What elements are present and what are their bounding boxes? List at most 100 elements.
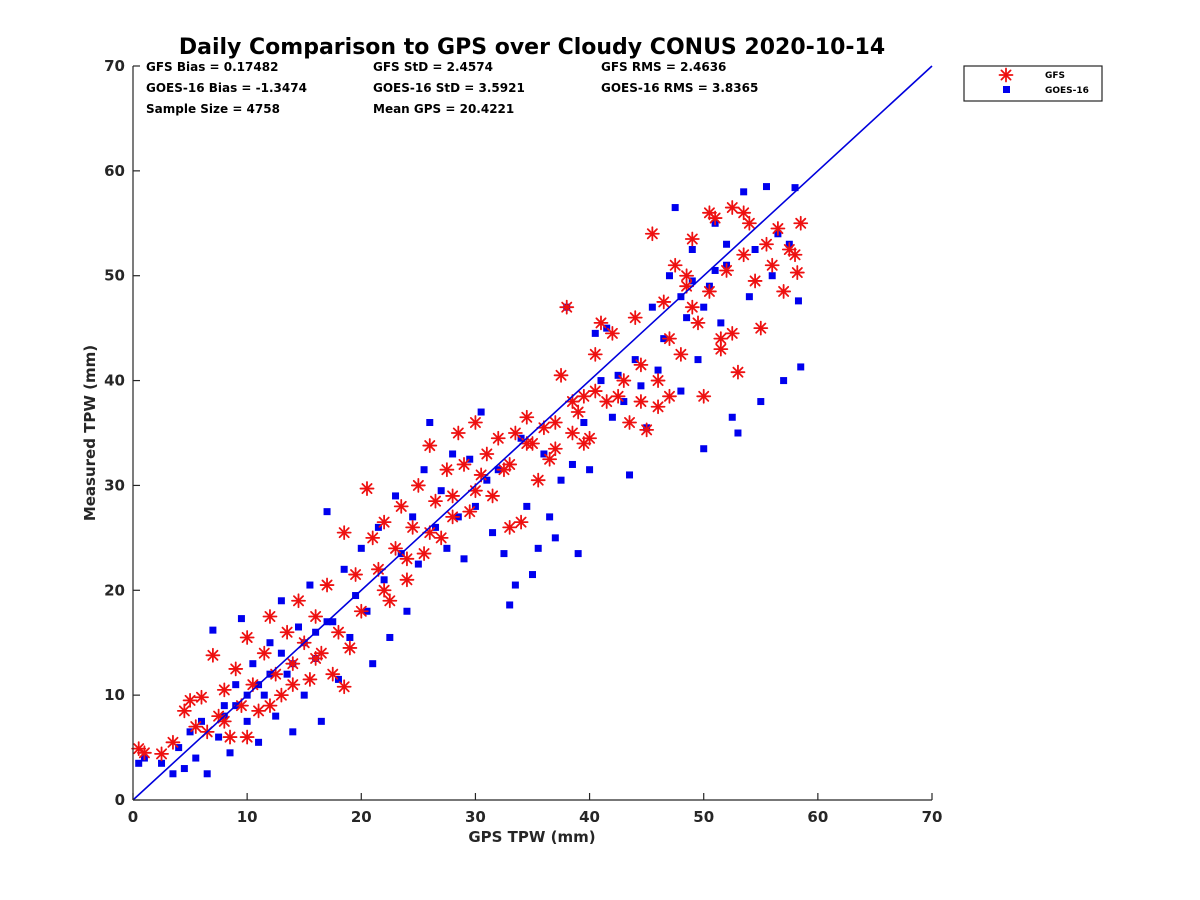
gfs-point bbox=[422, 438, 438, 453]
goes16-point bbox=[226, 749, 234, 757]
stat-gfs-std: GFS StD = 2.4574 bbox=[373, 60, 493, 74]
gfs-point bbox=[776, 284, 792, 299]
gfs-point bbox=[587, 383, 603, 399]
goes16-point bbox=[414, 560, 422, 568]
gfs-point bbox=[262, 609, 278, 624]
goes16-point bbox=[631, 356, 639, 364]
goes16-point bbox=[700, 303, 708, 311]
goes16-point bbox=[340, 565, 348, 573]
gfs-point bbox=[662, 388, 677, 404]
gfs-point bbox=[291, 593, 306, 609]
y-tick-label: 40 bbox=[104, 372, 125, 390]
gfs-point bbox=[730, 364, 746, 380]
chart-title: Daily Comparison to GPS over Cloudy CONU… bbox=[179, 35, 885, 60]
goes16-point bbox=[289, 728, 297, 736]
gfs-point bbox=[285, 656, 301, 672]
goes16-point bbox=[517, 434, 525, 442]
gfs-point bbox=[251, 703, 266, 719]
gfs-point bbox=[736, 247, 752, 263]
gfs-point bbox=[793, 215, 809, 231]
goes16-point bbox=[460, 555, 468, 563]
goes16-point bbox=[260, 691, 268, 699]
gfs-point bbox=[570, 404, 586, 420]
gfs-point bbox=[405, 519, 421, 535]
gfs-point bbox=[656, 294, 672, 310]
y-tick-label: 10 bbox=[104, 686, 125, 704]
goes16-point bbox=[249, 660, 257, 668]
gfs-point bbox=[644, 226, 660, 242]
gfs-point bbox=[273, 687, 289, 703]
legend-gfs-label: GFS bbox=[1045, 71, 1065, 81]
legend-goes-label: GOES-16 bbox=[1045, 86, 1089, 96]
gfs-point bbox=[393, 498, 409, 514]
gfs-point bbox=[702, 284, 717, 299]
goes16-point bbox=[255, 738, 263, 746]
gfs-point bbox=[547, 441, 563, 457]
gfs-point bbox=[256, 645, 272, 661]
goes16-point bbox=[215, 733, 223, 741]
goes16-point bbox=[797, 363, 805, 371]
goes16-point bbox=[266, 639, 274, 647]
goes16-point bbox=[688, 246, 696, 253]
gfs-point bbox=[445, 509, 461, 525]
goes16-point bbox=[626, 471, 634, 479]
gfs-point bbox=[359, 481, 375, 496]
series-gfs bbox=[131, 200, 809, 762]
gfs-point bbox=[279, 624, 295, 640]
gfs-point bbox=[262, 698, 278, 714]
gfs-point bbox=[468, 415, 483, 430]
goes16-point bbox=[506, 601, 514, 609]
goes16-point bbox=[426, 419, 434, 427]
x-tick-label: 20 bbox=[351, 808, 372, 826]
gfs-point bbox=[593, 315, 609, 331]
gfs-point bbox=[342, 640, 358, 656]
gfs-point bbox=[667, 257, 683, 273]
goes16-point bbox=[209, 626, 217, 634]
goes16-point bbox=[551, 534, 559, 542]
gfs-point bbox=[325, 666, 341, 682]
goes16-point bbox=[357, 544, 365, 552]
legend-goes-marker bbox=[1003, 86, 1010, 93]
goes16-point bbox=[409, 513, 417, 521]
gfs-point bbox=[462, 504, 478, 520]
gfs-point bbox=[502, 457, 518, 472]
goes16-point bbox=[197, 717, 205, 725]
gfs-point bbox=[365, 530, 381, 546]
y-tick-label: 70 bbox=[104, 57, 125, 75]
goes16-point bbox=[483, 476, 491, 484]
gfs-point bbox=[724, 200, 740, 215]
goes16-point bbox=[665, 272, 673, 280]
goes16-point bbox=[780, 377, 788, 385]
goes16-point bbox=[471, 502, 479, 510]
goes16-point bbox=[317, 717, 325, 725]
plot-marks bbox=[131, 183, 809, 778]
goes16-point bbox=[534, 544, 542, 552]
gfs-point bbox=[724, 325, 740, 341]
gfs-point bbox=[228, 661, 244, 677]
goes16-point bbox=[677, 387, 685, 395]
gfs-point bbox=[302, 672, 318, 687]
gfs-point bbox=[547, 415, 563, 430]
gfs-point bbox=[450, 425, 466, 441]
gfs-point bbox=[679, 268, 694, 284]
gfs-point bbox=[165, 734, 181, 750]
gfs-point bbox=[736, 205, 752, 221]
goes16-point bbox=[386, 633, 394, 641]
gfs-point bbox=[787, 247, 803, 263]
goes16-point bbox=[443, 544, 451, 552]
goes16-point bbox=[477, 408, 485, 416]
x-axis-label: GPS TPW (mm) bbox=[468, 828, 595, 846]
plot-axes bbox=[132, 66, 932, 801]
goes16-point bbox=[283, 670, 291, 678]
y-tick-label: 20 bbox=[104, 581, 125, 599]
goes16-point bbox=[300, 691, 308, 699]
gfs-point bbox=[673, 346, 689, 362]
gfs-point bbox=[519, 409, 535, 425]
y-tick-label: 30 bbox=[104, 476, 125, 494]
gfs-point bbox=[650, 399, 666, 415]
gfs-point bbox=[605, 325, 620, 341]
gfs-point bbox=[587, 346, 603, 362]
gfs-point bbox=[622, 415, 637, 430]
goes16-point bbox=[794, 297, 802, 305]
gfs-point bbox=[764, 257, 780, 273]
